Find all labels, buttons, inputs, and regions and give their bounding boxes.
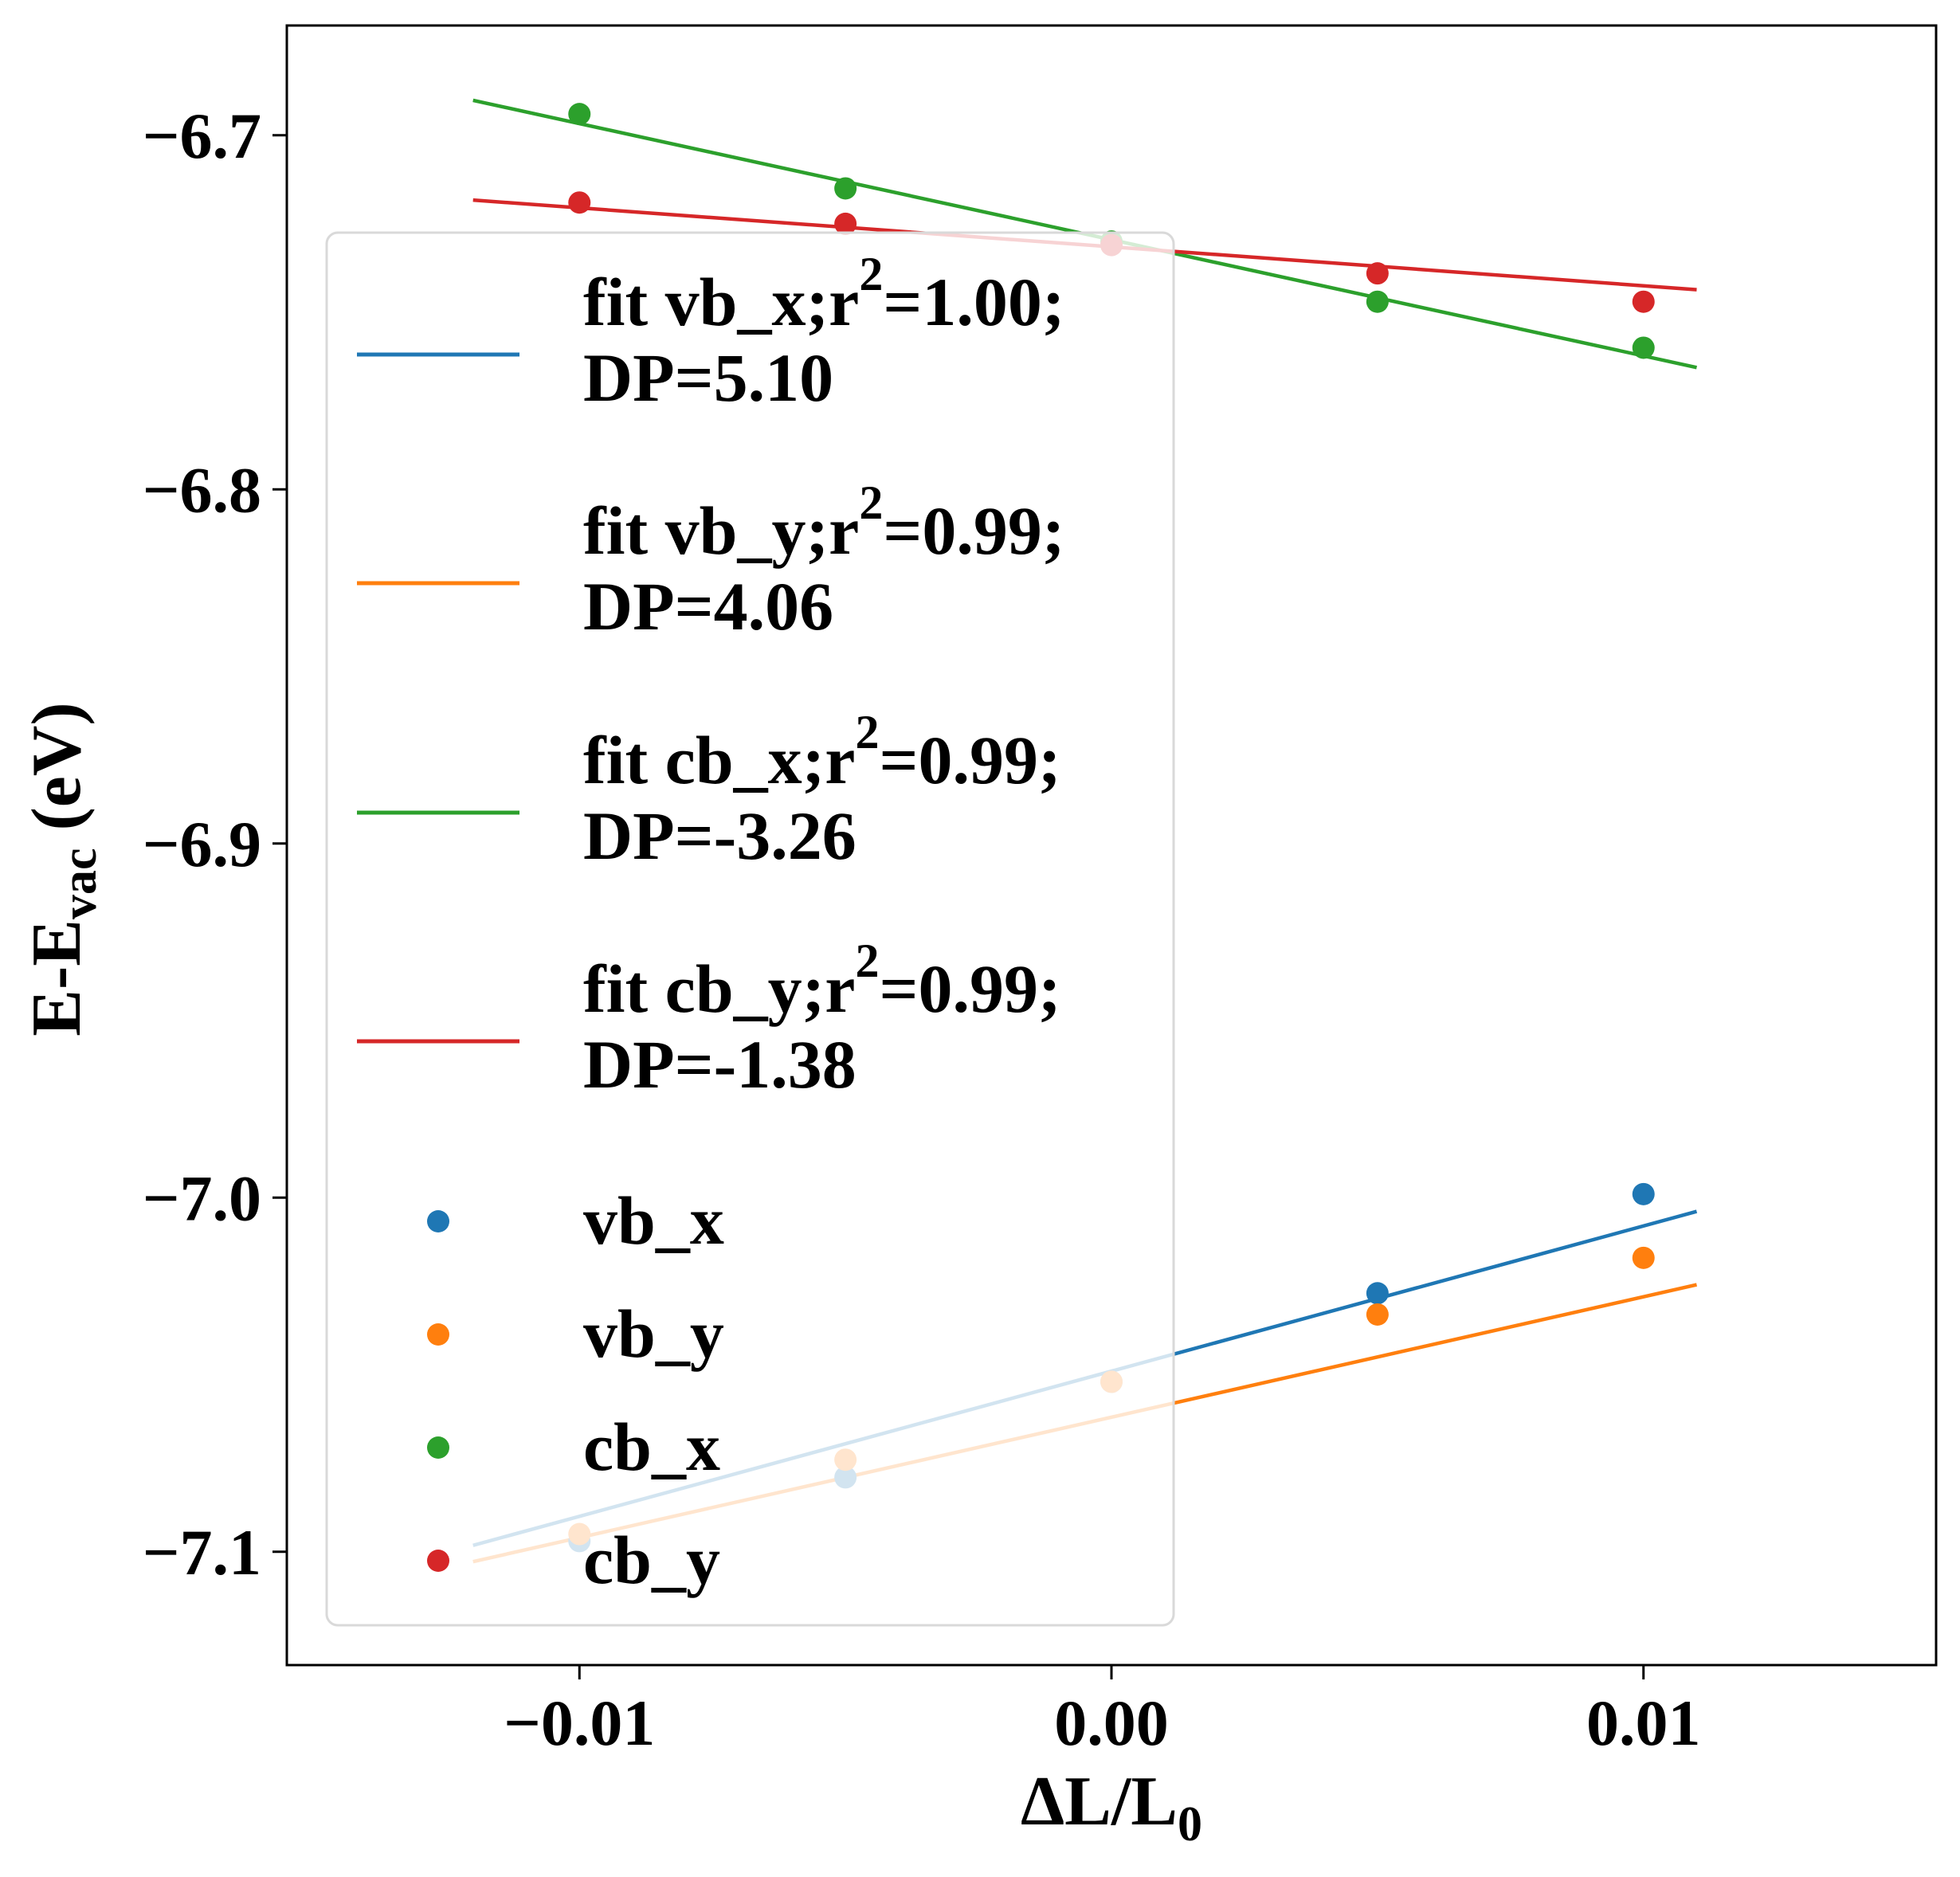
legend-marker-cb-y	[427, 1550, 449, 1572]
point-cb-x	[1632, 336, 1655, 359]
legend-label-fit-vb-y: fit vb_y;r2=0.99;	[583, 476, 1064, 569]
point-cb-y	[1366, 262, 1389, 285]
legend-label-vb-y: vb_y	[583, 1295, 724, 1372]
y-axis-title-suffix: (eV)	[18, 702, 96, 848]
legend-box	[325, 231, 1175, 1627]
point-cb-x	[834, 177, 857, 200]
legend: fit vb_x;r2=1.00;DP=5.10 fit vb_y;r2=0.99…	[325, 231, 1175, 1627]
x-tick-label: 0.00	[1054, 1687, 1169, 1759]
point-vb-y	[1366, 1303, 1389, 1326]
y-tick-label: −6.7	[143, 100, 261, 172]
point-cb-x	[568, 103, 591, 126]
legend-dp-fit-vb-y: DP=4.06	[583, 568, 833, 645]
y-tick-label: −6.9	[143, 808, 261, 880]
point-cb-y	[1632, 290, 1655, 313]
y-axis-ticks: −6.7 −6.8 −6.9 −7.0 −7.1	[143, 100, 287, 1589]
y-tick-label: −7.1	[143, 1516, 261, 1589]
point-vb-y	[1632, 1246, 1655, 1269]
legend-label-cb-y: cb_y	[583, 1522, 720, 1598]
point-vb-x	[1632, 1182, 1655, 1205]
x-axis-title-sub: 0	[1178, 1797, 1202, 1852]
point-cb-x	[1366, 290, 1389, 313]
legend-dp-fit-cb-y: DP=-1.38	[583, 1026, 857, 1103]
point-vb-x	[1366, 1282, 1389, 1305]
legend-dp-fit-cb-x: DP=-3.26	[583, 797, 857, 874]
y-tick-label: −6.8	[143, 453, 261, 526]
y-axis-title: E-Evac (eV)	[18, 702, 107, 1036]
legend-dp-fit-vb-x: DP=5.10	[583, 339, 833, 416]
x-axis-title: ΔL/L0	[1021, 1763, 1202, 1852]
y-axis-title-sub: vac	[53, 848, 107, 919]
legend-label-cb-x: cb_x	[583, 1409, 720, 1485]
y-axis-title-main: E-E	[18, 919, 96, 1036]
legend-marker-vb-x	[427, 1210, 449, 1232]
legend-entries: fit vb_x;r2=1.00;DP=5.10 fit vb_y;r2=0.99…	[357, 248, 1064, 1598]
legend-label-fit-cb-x: fit cb_x;r2=0.99;	[583, 706, 1061, 798]
x-axis-ticks: −0.01 0.00 0.01	[504, 1665, 1700, 1759]
legend-label-fit-cb-y: fit cb_y;r2=0.99;	[583, 935, 1061, 1027]
legend-marker-cb-x	[427, 1436, 449, 1459]
x-axis-title-main: ΔL/L	[1021, 1763, 1178, 1840]
x-tick-label: 0.01	[1586, 1687, 1701, 1759]
point-cb-y	[568, 191, 591, 214]
legend-marker-vb-y	[427, 1323, 449, 1346]
legend-label-vb-x: vb_x	[583, 1182, 724, 1259]
legend-label-fit-vb-x: fit vb_x;r2=1.00;	[583, 248, 1064, 340]
x-tick-label: −0.01	[504, 1687, 655, 1759]
point-cb-y	[834, 212, 857, 235]
y-tick-label: −7.0	[143, 1162, 261, 1234]
